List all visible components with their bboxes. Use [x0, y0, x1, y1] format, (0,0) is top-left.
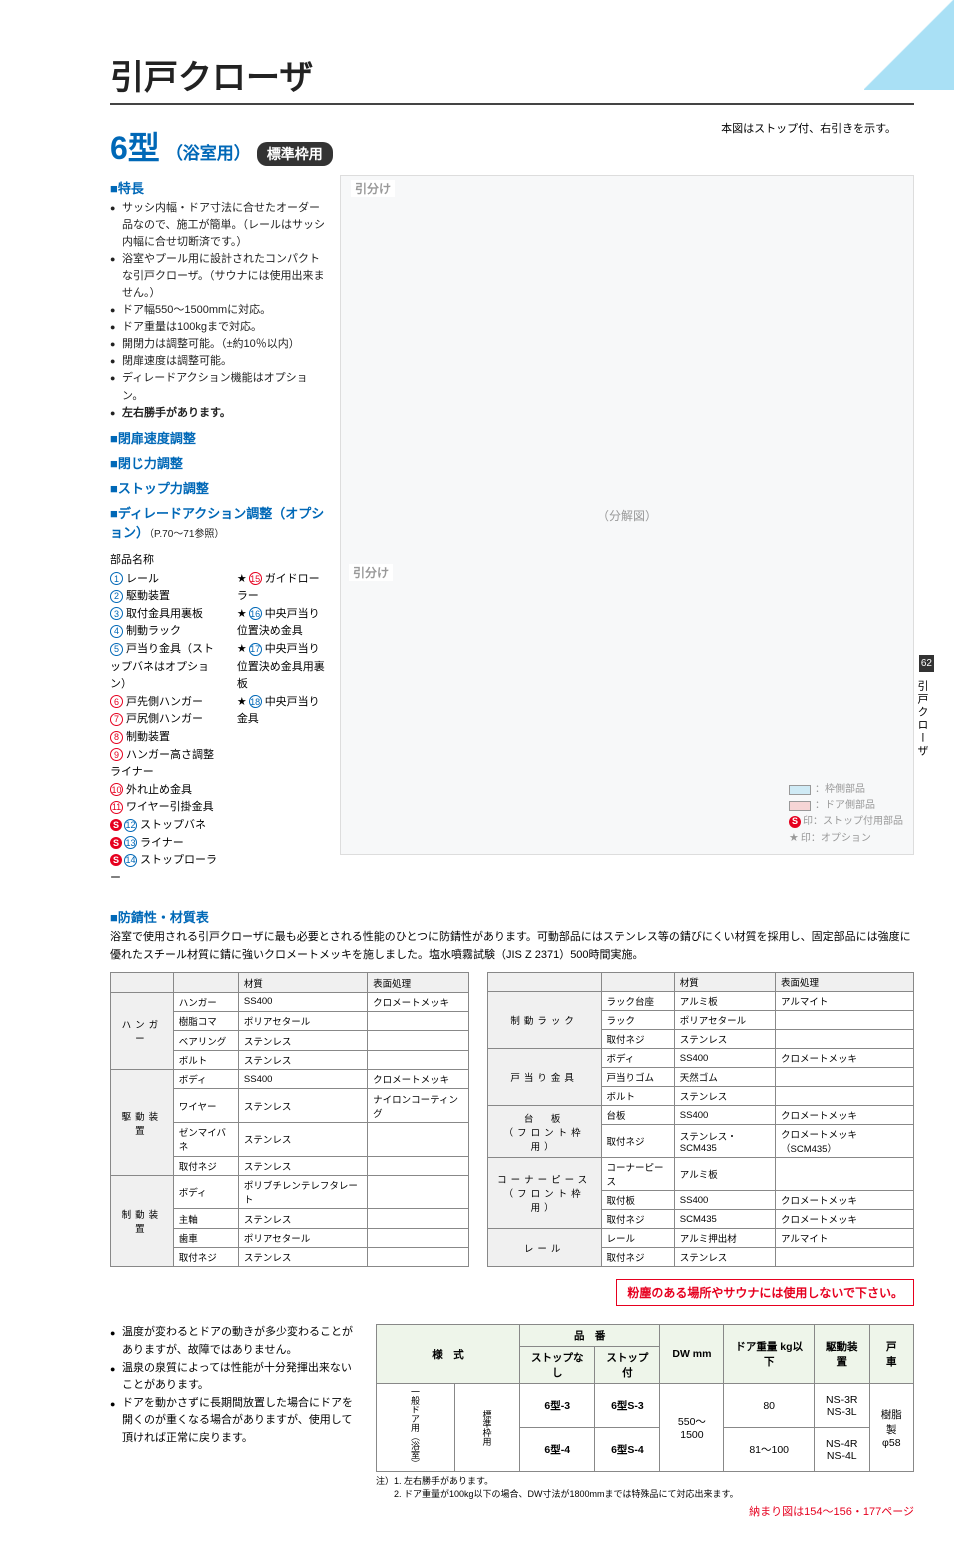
feature-item: 左右勝手があります。	[110, 405, 328, 422]
parts-heading: 部品名称	[110, 551, 328, 567]
feature-item: 閉扉速度は調整可能。	[110, 353, 328, 370]
material-table-right: 材質表面処理制動ラックラック台座アルミ板アルマイトラックポリアセタール取付ネジス…	[487, 972, 914, 1267]
part-item: 5戸当り金具（ストップバネはオプション）	[110, 641, 223, 694]
material-row: 制動ラックラック台座アルミ板アルマイト	[487, 992, 913, 1011]
features-list: サッシ内幅・ドア寸法に合せたオーダー品なので、施工が簡単。（レールはサッシ内幅に…	[110, 200, 328, 422]
feature-item: ドア重量は100kgまで対応。	[110, 319, 328, 336]
part-item: 9ハンガー高さ調整ライナー	[110, 747, 223, 782]
part-item: 2駆動装置	[110, 588, 223, 606]
exploded-diagram: （分解図） 引分け 引分け ：枠側部品 ：ドア側部品 S印：ストップ付用部品 ★…	[340, 175, 914, 855]
part-item: ★17中央戸当り位置決め金具用裏板	[237, 641, 328, 694]
parts-list-1: 1レール2駆動装置3取付金具用裏板4制動ラック5戸当り金具（ストップバネはオプシ…	[110, 571, 223, 888]
material-table-left: 材質表面処理ハンガーハンガーSS400クロメートメッキ樹脂コマポリアセタールベア…	[110, 972, 469, 1267]
spec-footnotes: 注）1. 左右勝手があります。 2. ドア重量が100kg以下の場合、DW寸法が…	[376, 1475, 914, 1500]
part-item: 11ワイヤー引掛金具	[110, 799, 223, 817]
usage-notes: 温度が変わるとドアの動きが多少変わることがありますが、故障ではありません。温泉の…	[110, 1324, 360, 1447]
material-row: コーナーピース （フロント枠用）コーナーピースアルミ板	[487, 1158, 913, 1191]
part-item: 6戸先側ハンガー	[110, 694, 223, 712]
diagram-note: 本図はストップ付、右引きを示す。	[721, 120, 896, 136]
usage-note-item: 温度が変わるとドアの動きが多少変わることがありますが、故障ではありません。	[110, 1324, 360, 1359]
part-item: ★18中央戸当り金具	[237, 694, 328, 729]
material-row: レールレールアルミ押出材アルマイト	[487, 1229, 913, 1248]
part-item: ★16中央戸当り位置決め金具	[237, 606, 328, 641]
part-item: S13ライナー	[110, 835, 223, 853]
usage-note-item: 温泉の泉質によっては性能が十分発揮出来ないことがあります。	[110, 1360, 360, 1395]
part-item: ★15ガイドローラー	[237, 571, 328, 606]
material-row: ハンガーハンガーSS400クロメートメッキ	[111, 992, 469, 1011]
side-section-label: 引戸クローザ	[914, 680, 930, 758]
part-item: 10外れ止め金具	[110, 782, 223, 800]
model-tag: 標準枠用	[257, 142, 333, 166]
feature-item: ドア幅550〜1500mmに対応。	[110, 302, 328, 319]
model-subtitle: （浴室用）	[166, 139, 251, 164]
diagram-legend: ：枠側部品 ：ドア側部品 S印：ストップ付用部品 ★印：オプション	[789, 782, 903, 848]
material-row: 制動装置ボディポリブチレンテレフタレート	[111, 1175, 469, 1209]
model-number: 6型	[110, 123, 160, 169]
spec-table: 様 式品 番DW mmドア重量 kg以下駆動装置戸 車ストップなしストップ付一般…	[376, 1324, 914, 1472]
part-item: 3取付金具用裏板	[110, 606, 223, 624]
feature-item: サッシ内幅・ドア寸法に合せたオーダー品なので、施工が簡単。（レールはサッシ内幅に…	[110, 200, 328, 251]
corner-decoration	[864, 0, 954, 90]
material-heading: ■防錆性・材質表	[110, 907, 914, 926]
material-row: 駆動装置ボディSS400クロメートメッキ	[111, 1070, 469, 1089]
feature-item: 開閉力は調整可能。（±約10％以内）	[110, 336, 328, 353]
spec-link: 納まり図は154〜156・177ページ	[376, 1503, 914, 1519]
diagram-label-2: 引分け	[349, 564, 393, 581]
part-item: 7戸尻側ハンガー	[110, 711, 223, 729]
parts-list-2: ★15ガイドローラー★16中央戸当り位置決め金具★17中央戸当り位置決め金具用裏…	[237, 571, 328, 888]
material-intro: 浴室で使用される引戸クローザに最も必要とされる性能のひとつに防錆性があります。可…	[110, 929, 914, 964]
page-title: 引戸クローザ	[110, 50, 914, 105]
adj-heading-3: ■ストップ力調整	[110, 478, 328, 497]
adj-heading-4: ■ディレードアクション調整（オプション）（P.70〜71参照）	[110, 503, 328, 541]
part-item: S12ストップバネ	[110, 817, 223, 835]
diagram-label-1: 引分け	[351, 180, 395, 197]
features-heading: ■特長	[110, 178, 328, 197]
adj-heading-2: ■閉じ力調整	[110, 453, 328, 472]
part-item: 1レール	[110, 571, 223, 589]
material-row: 戸当り金具ボディSS400クロメートメッキ	[487, 1049, 913, 1068]
part-item: S14ストップローラー	[110, 852, 223, 887]
feature-item: ディレードアクション機能はオプション。	[110, 370, 328, 404]
warning-box: 粉塵のある場所やサウナには使用しないで下さい。	[616, 1279, 914, 1306]
spec-row: 一般ドア用（浴室）標準枠用6型-36型S-3550〜150080NS-3R NS…	[377, 1384, 914, 1428]
feature-item: 浴室やプール用に設計されたコンパクトな引戸クローザ。（サウナには使用出来ません。…	[110, 251, 328, 302]
material-row: 台 板 （フロント枠用）台板SS400クロメートメッキ	[487, 1106, 913, 1125]
usage-note-item: ドアを動かさずに長期間放置した場合にドアを開くのが重くなる場合がありますが、使用…	[110, 1395, 360, 1448]
part-item: 8制動装置	[110, 729, 223, 747]
page-number-tab: 62	[919, 655, 934, 672]
adj-heading-1: ■閉扉速度調整	[110, 428, 328, 447]
part-item: 4制動ラック	[110, 623, 223, 641]
